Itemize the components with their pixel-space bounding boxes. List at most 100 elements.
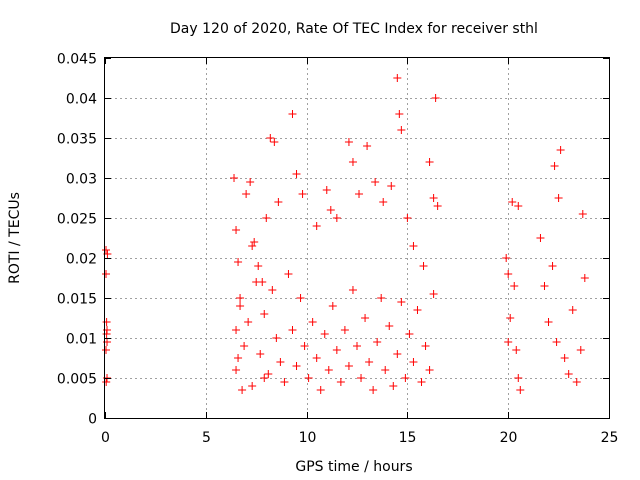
- tick-labels: 0 0.005 0.01 0.015 0.02 0.025 0.03 0.035 0.04 0.0…: [57, 52, 619, 447]
- data-point: [510, 282, 519, 290]
- data-point: [393, 74, 402, 82]
- data-point: [425, 158, 434, 166]
- data-point: [102, 270, 111, 278]
- data-point: [242, 190, 251, 198]
- data-point: [536, 234, 545, 242]
- data-point: [274, 198, 283, 206]
- data-point: [417, 378, 426, 386]
- data-point: [425, 366, 434, 374]
- data-point: [236, 294, 245, 302]
- data-point: [357, 374, 366, 382]
- data-point: [236, 302, 245, 310]
- x-tick-label: 5: [202, 430, 211, 446]
- data-point: [409, 242, 418, 250]
- data-point: [433, 202, 442, 210]
- data-point: [324, 366, 333, 374]
- data-point: [246, 178, 255, 186]
- data-point: [284, 270, 293, 278]
- data-point: [361, 314, 370, 322]
- data-point: [308, 318, 317, 326]
- x-tick-label: 20: [500, 430, 518, 446]
- data-point: [502, 254, 511, 262]
- data-point: [298, 190, 307, 198]
- data-point: [312, 222, 321, 230]
- data-point: [556, 146, 565, 154]
- data-point: [234, 354, 243, 362]
- data-point: [248, 242, 257, 250]
- data-point: [244, 318, 253, 326]
- data-point: [578, 210, 587, 218]
- data-point: [413, 306, 422, 314]
- data-point: [102, 318, 111, 326]
- data-point: [252, 278, 261, 286]
- data-point: [266, 134, 275, 142]
- data-point: [238, 386, 247, 394]
- y-tick-label: 0.005: [57, 372, 97, 388]
- data-point: [369, 386, 378, 394]
- data-point: [288, 110, 297, 118]
- y-tick-label: 0.015: [57, 292, 97, 308]
- data-point: [292, 362, 301, 370]
- data-point: [514, 374, 523, 382]
- y-tick-label: 0.025: [57, 212, 97, 228]
- data-point: [429, 194, 438, 202]
- data-point: [506, 314, 515, 322]
- data-point: [548, 262, 557, 270]
- data-point: [377, 294, 386, 302]
- y-tick-label: 0.02: [66, 252, 97, 268]
- data-point: [552, 338, 561, 346]
- data-point: [387, 182, 396, 190]
- x-tick-label: 10: [299, 430, 317, 446]
- data-point: [256, 350, 265, 358]
- data-point: [580, 274, 589, 282]
- data-point: [276, 358, 285, 366]
- x-tick-label: 15: [399, 430, 417, 446]
- data-point: [379, 198, 388, 206]
- data-point: [232, 326, 241, 334]
- data-point: [268, 286, 277, 294]
- data-point: [232, 366, 241, 374]
- data-point: [409, 358, 418, 366]
- y-tick-label: 0.01: [66, 332, 97, 348]
- data-point: [385, 322, 394, 330]
- data-point: [234, 258, 243, 266]
- data-point: [332, 214, 341, 222]
- y-tick-label: 0.045: [57, 52, 97, 68]
- data-point: [419, 262, 428, 270]
- data-point: [393, 350, 402, 358]
- data-point: [240, 342, 249, 350]
- data-point: [371, 178, 380, 186]
- data-point: [336, 378, 345, 386]
- y-tick-label: 0.03: [66, 172, 97, 188]
- data-point: [250, 238, 259, 246]
- data-point: [260, 374, 269, 382]
- data-point: [230, 174, 239, 182]
- data-point: [272, 334, 281, 342]
- data-point: [397, 126, 406, 134]
- data-point: [397, 298, 406, 306]
- data-point: [248, 382, 257, 390]
- data-point: [395, 110, 404, 118]
- data-point: [405, 330, 414, 338]
- data-point: [365, 358, 374, 366]
- data-point: [300, 342, 309, 350]
- data-point: [576, 346, 585, 354]
- data-point: [344, 138, 353, 146]
- data-point: [512, 346, 521, 354]
- data-point: [340, 326, 349, 334]
- data-point: [326, 206, 335, 214]
- data-point: [288, 326, 297, 334]
- data-point: [540, 282, 549, 290]
- x-tick-label: 25: [601, 430, 619, 446]
- data-point: [373, 338, 382, 346]
- data-point: [348, 286, 357, 294]
- data-point: [550, 162, 559, 170]
- data-point: [254, 262, 263, 270]
- data-point: [292, 170, 301, 178]
- data-point: [560, 354, 569, 362]
- data-point: [401, 374, 410, 382]
- data-point: [332, 346, 341, 354]
- data-point: [504, 270, 513, 278]
- data-point: [389, 382, 398, 390]
